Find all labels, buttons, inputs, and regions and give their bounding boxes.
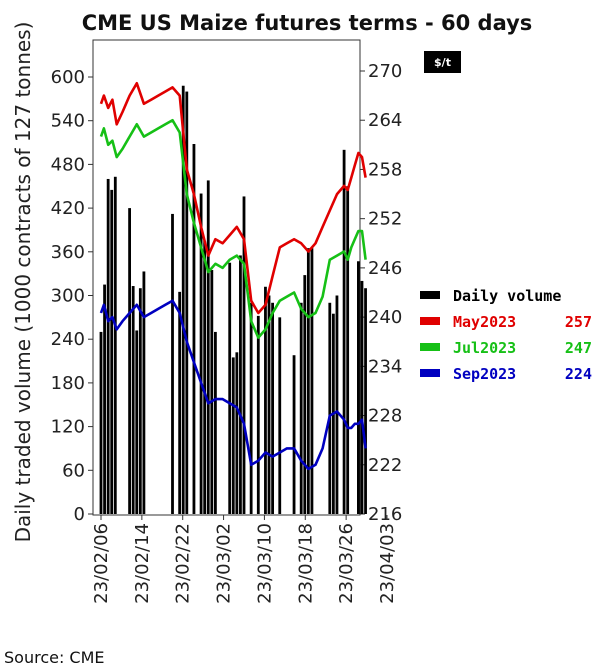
jul2023-line	[99, 118, 367, 339]
right-tick-label: 270	[368, 61, 402, 82]
volume-bar	[278, 317, 282, 514]
x-tick-label: 23/03/26	[336, 523, 357, 604]
volume-bar	[228, 262, 232, 514]
volume-bar	[264, 286, 267, 514]
volume-bar	[303, 275, 307, 514]
legend-swatch	[420, 317, 440, 325]
volume-bar	[310, 248, 314, 515]
volume-bar	[239, 255, 242, 515]
volume-bar	[128, 208, 131, 514]
right-axis-unit: $/t	[424, 51, 461, 73]
legend-swatch	[420, 343, 440, 351]
x-tick-label: 23/03/18	[295, 523, 316, 604]
legend-value: 247	[565, 339, 592, 357]
volume-bar	[256, 315, 260, 514]
volume-bar	[203, 240, 207, 514]
volume-bar	[249, 302, 253, 514]
legend-swatch	[420, 291, 440, 299]
volume-bar	[178, 291, 182, 514]
legend-label: May2023	[453, 313, 516, 331]
right-tick-label: 222	[368, 455, 402, 476]
chart-title: CME US Maize futures terms - 60 days	[82, 11, 533, 35]
source-note: Source: CME	[4, 648, 105, 667]
left-tick-label: 240	[51, 329, 85, 350]
volume-bar	[328, 302, 332, 514]
right-tick-label: 228	[368, 406, 402, 427]
x-tick-label: 23/02/22	[173, 523, 194, 604]
volume-bar	[292, 355, 296, 514]
volume-bar	[342, 149, 346, 515]
left-tick-label: 420	[51, 198, 85, 219]
x-tick-label: 23/02/06	[91, 523, 112, 604]
x-tick-label: 23/02/14	[132, 523, 153, 604]
x-tick-label: 23/03/10	[254, 523, 275, 604]
plot-area: 0 60 120 180 240 300 360 420 480 540 600 216 222 228 2…	[51, 39, 402, 604]
volume-bar	[131, 286, 135, 514]
volume-bar	[103, 284, 106, 514]
volume-bar	[206, 180, 210, 514]
right-tick-label: 216	[368, 504, 402, 525]
volume-bar	[113, 176, 117, 514]
legend: Daily volume May2023 257 Jul2023 247 Sep2023 2…	[420, 287, 592, 383]
left-tick-label: 540	[51, 111, 85, 132]
volume-bar	[360, 280, 364, 514]
volume-bar	[99, 331, 103, 514]
left-tick-label: 120	[51, 417, 85, 438]
volume-bar	[299, 302, 303, 514]
volume-bar	[364, 288, 367, 514]
right-tick-label: 246	[368, 258, 402, 279]
volume-bar	[346, 186, 350, 514]
left-tick-label: 60	[62, 460, 85, 481]
left-tick-label: 360	[51, 242, 85, 263]
may2023-line	[99, 82, 367, 315]
volume-bar	[138, 288, 142, 514]
volume-bar	[192, 144, 196, 515]
volume-bar	[335, 295, 339, 514]
svg-text:$/t: $/t	[434, 56, 451, 69]
volume-bar	[357, 261, 360, 514]
left-tick-label: 300	[51, 286, 85, 307]
legend-value: 224	[565, 365, 592, 383]
legend-label: Sep2023	[453, 365, 516, 383]
left-tick-label: 0	[74, 504, 85, 525]
left-axis-label: Daily traded volume (1000 contracts of 1…	[11, 22, 35, 543]
left-tick-label: 600	[51, 67, 85, 88]
volume-bar	[135, 330, 139, 514]
volume-bar	[181, 85, 185, 515]
volume-bar	[231, 357, 235, 514]
right-tick-label: 258	[368, 159, 402, 180]
legend-value: 257	[565, 313, 592, 331]
volume-bar	[106, 178, 110, 514]
right-tick-label: 252	[368, 209, 402, 230]
x-tick-label: 23/04/03	[377, 523, 398, 604]
right-tick-label: 240	[368, 307, 402, 328]
volume-bar	[242, 196, 246, 515]
volume-bar	[306, 248, 310, 515]
legend-label: Daily volume	[453, 287, 561, 305]
sep2023-line	[99, 299, 367, 471]
volume-bar	[210, 270, 214, 514]
volume-bar	[214, 331, 217, 514]
volume-bar	[185, 91, 189, 515]
volume-bar	[271, 302, 274, 514]
legend-swatch	[420, 369, 440, 377]
volume-bar	[142, 271, 146, 514]
x-tick-label: 23/03/02	[214, 523, 235, 604]
right-tick-label: 234	[368, 356, 402, 377]
volume-bar	[171, 213, 174, 514]
volume-bar	[199, 193, 203, 515]
right-tick-label: 264	[368, 110, 402, 131]
left-tick-label: 180	[51, 373, 85, 394]
legend-label: Jul2023	[453, 339, 516, 357]
volume-bar	[110, 189, 114, 514]
volume-bar	[235, 352, 239, 514]
left-tick-label: 480	[51, 154, 85, 175]
volume-bar	[267, 295, 271, 514]
